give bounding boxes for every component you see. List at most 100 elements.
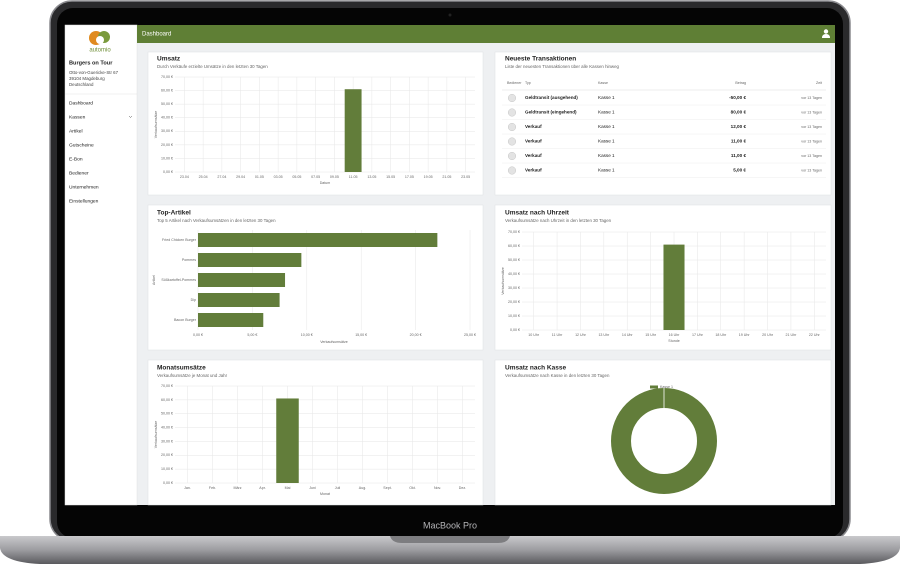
x-tick-label: Okt. bbox=[409, 486, 416, 490]
y-tick-label: 60,00 € bbox=[508, 244, 520, 248]
y-tick-label: 40,00 € bbox=[161, 426, 173, 430]
y-tick-label: 70,00 € bbox=[508, 230, 520, 234]
card-title: Umsatz bbox=[157, 56, 181, 63]
menu-item[interactable]: Unternehmen bbox=[69, 184, 99, 190]
x-tick-label: 5,00 € bbox=[247, 333, 257, 337]
x-tick-label: 15 Uhr bbox=[645, 333, 657, 337]
card-subtitle: Verkaufsumsätze je Monat und Jahr bbox=[157, 373, 228, 378]
table-cell: 12,00 € bbox=[731, 124, 747, 129]
x-tick-label: Juni bbox=[309, 486, 316, 490]
column-header: Bediener bbox=[507, 81, 522, 85]
address-line: 39104 Magdeburg bbox=[69, 76, 105, 81]
x-tick-label: 21.05 bbox=[442, 175, 451, 179]
y-tick-label: 10,00 € bbox=[161, 156, 173, 160]
menu-item[interactable]: Gutscheine bbox=[69, 142, 94, 148]
y-tick-label: 0,00 € bbox=[510, 328, 520, 332]
y-tick-label: 0,00 € bbox=[163, 170, 173, 174]
y-tick-label: 70,00 € bbox=[161, 75, 173, 79]
y-tick-label: Fried Chicken Burger bbox=[162, 238, 197, 242]
table-cell: vor 13 Tagen bbox=[801, 168, 822, 172]
card-subtitle: Top 5 Artikel nach Verkaufsumsätzen in d… bbox=[157, 218, 276, 223]
y-tick-label: 50,00 € bbox=[161, 102, 173, 106]
x-tick-label: Sept. bbox=[383, 486, 391, 490]
card-subtitle: Verkaufsumsätze nach Kasse in den letzte… bbox=[505, 373, 610, 378]
y-tick-label: 10,00 € bbox=[508, 314, 520, 318]
x-tick-label: 13 Uhr bbox=[598, 333, 610, 337]
y-tick-label: 60,00 € bbox=[161, 398, 173, 402]
x-tick-label: 19.05 bbox=[424, 175, 433, 179]
x-tick-label: 12 Uhr bbox=[575, 333, 587, 337]
x-tick-label: 25.04 bbox=[199, 175, 208, 179]
x-tick-label: 14 Uhr bbox=[622, 333, 634, 337]
card-title: Monatsumsätze bbox=[157, 365, 206, 372]
x-tick-label: 19 Uhr bbox=[739, 333, 751, 337]
bar bbox=[344, 89, 362, 172]
table-cell: 11,00 € bbox=[731, 153, 747, 158]
x-tick-label: 07.05 bbox=[311, 175, 320, 179]
y-tick-label: 40,00 € bbox=[161, 116, 173, 120]
y-tick-label: 30,00 € bbox=[161, 129, 173, 133]
table-cell: Verkauf bbox=[525, 139, 542, 144]
avatar bbox=[508, 137, 517, 146]
page-title: Dashboard bbox=[142, 32, 171, 38]
menu-item[interactable]: E-Bon bbox=[69, 156, 83, 162]
table-cell: 5,00 € bbox=[733, 168, 746, 173]
y-tick-label: 30,00 € bbox=[161, 439, 173, 443]
bar bbox=[276, 398, 299, 483]
x-tick-label: 16 Uhr bbox=[669, 333, 681, 337]
y-tick-label: Dip bbox=[191, 298, 196, 302]
x-tick-label: 23.05 bbox=[461, 175, 470, 179]
x-axis-label: Monat bbox=[320, 492, 330, 496]
company-name: Burgers on Tour bbox=[69, 60, 113, 66]
x-tick-label: 25,00 € bbox=[464, 333, 476, 337]
x-tick-label: Aug. bbox=[359, 486, 366, 490]
chevron bbox=[128, 115, 133, 118]
y-tick-label: Süßkartoffel-Pommes bbox=[161, 278, 196, 282]
table-cell: vor 13 Tagen bbox=[801, 125, 822, 129]
card-subtitle: Verkaufsumsätze nach Uhrzeit in den letz… bbox=[505, 218, 612, 223]
column-header: Betrag bbox=[735, 81, 746, 85]
card-subtitle: Durch Verkäufe erzielte Umsätze in den l… bbox=[157, 64, 268, 69]
y-axis-label: Verkaufsumsätze bbox=[501, 267, 505, 295]
x-axis-label: Verkaufsumsätze bbox=[320, 340, 348, 344]
x-tick-label: 21 Uhr bbox=[786, 333, 798, 337]
bar bbox=[198, 253, 302, 267]
card-title: Umsatz nach Uhrzeit bbox=[505, 210, 570, 217]
y-tick-label: Bacon Burger bbox=[174, 318, 197, 322]
menu-item[interactable]: Dashboard bbox=[69, 100, 93, 106]
x-tick-label: 15,00 € bbox=[355, 333, 367, 337]
menu-item[interactable]: Einstellungen bbox=[69, 198, 99, 204]
table-cell: Kasse 1 bbox=[598, 110, 615, 115]
menu-item[interactable]: Bediener bbox=[69, 170, 89, 176]
menu-item[interactable]: Kassen bbox=[69, 114, 86, 120]
y-tick-label: 10,00 € bbox=[161, 467, 173, 471]
y-tick-label: 20,00 € bbox=[508, 300, 520, 304]
x-tick-label: 20,00 € bbox=[410, 333, 422, 337]
top-bar bbox=[137, 25, 835, 43]
x-tick-label: 10 Uhr bbox=[528, 333, 540, 337]
x-tick-label: 20 Uhr bbox=[762, 333, 774, 337]
avatar bbox=[508, 122, 517, 131]
table-cell: Geldtransit (ausgehend) bbox=[525, 95, 578, 100]
menu-item[interactable]: Artikel bbox=[69, 128, 83, 134]
address-line: Otto-von-Guericke-Str 67 bbox=[69, 70, 119, 75]
table-cell: 11,00 € bbox=[731, 139, 747, 144]
bar bbox=[198, 273, 286, 287]
y-tick-label: 60,00 € bbox=[161, 89, 173, 93]
card-subtitle: Liste der neuesten Transaktionen über al… bbox=[505, 64, 620, 69]
avatar bbox=[508, 108, 517, 117]
avatar bbox=[508, 151, 517, 160]
y-tick-label: 20,00 € bbox=[161, 143, 173, 147]
address-line: Deutschland bbox=[69, 82, 94, 87]
y-tick-label: 0,00 € bbox=[163, 481, 173, 485]
x-tick-label: 17.05 bbox=[405, 175, 414, 179]
table-cell: Kasse 1 bbox=[598, 95, 615, 100]
table-cell: Verkauf bbox=[525, 168, 542, 173]
card-title: Neueste Transaktionen bbox=[505, 56, 576, 63]
user-icon[interactable] bbox=[822, 29, 830, 38]
legend-label[interactable]: Kasse 1 bbox=[660, 385, 673, 389]
x-tick-label: 10,00 € bbox=[301, 333, 313, 337]
x-tick-label: 23.04 bbox=[180, 175, 189, 179]
x-tick-label: 05.05 bbox=[292, 175, 301, 179]
